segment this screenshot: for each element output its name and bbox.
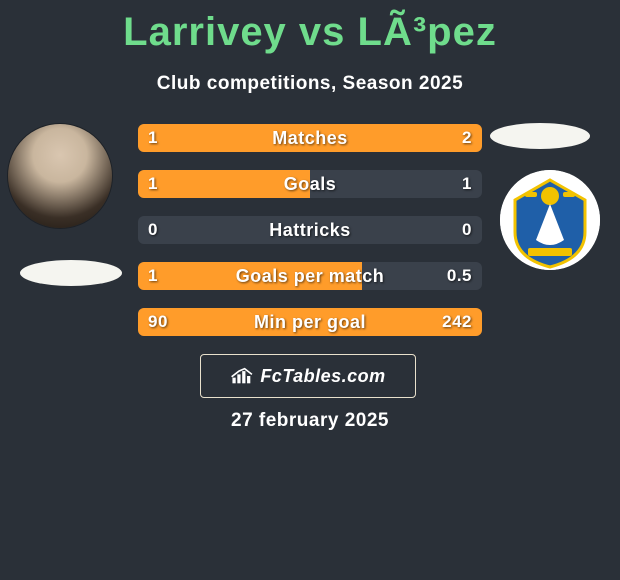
bar-label: Goals <box>138 170 482 198</box>
bar-goals-per-match: 1 Goals per match 0.5 <box>138 262 482 290</box>
page-title: Larrivey vs LÃ³pez <box>0 0 620 55</box>
brand-text: FcTables.com <box>260 366 385 387</box>
stats-bars: 1 Matches 2 1 Goals 1 0 Hattricks 0 1 Go… <box>138 124 482 354</box>
chart-icon <box>230 366 256 386</box>
player-left-flag <box>20 260 122 286</box>
bar-min-per-goal: 90 Min per goal 242 <box>138 308 482 336</box>
bar-goals: 1 Goals 1 <box>138 170 482 198</box>
bar-value-right: 242 <box>442 308 472 336</box>
player-right-club-badge <box>500 170 600 270</box>
brand-box: FcTables.com <box>200 354 416 398</box>
bar-label: Min per goal <box>138 308 482 336</box>
bar-value-right: 0.5 <box>447 262 472 290</box>
bar-label: Goals per match <box>138 262 482 290</box>
bar-label: Hattricks <box>138 216 482 244</box>
bar-value-right: 2 <box>462 124 472 152</box>
date-text: 27 february 2025 <box>0 410 620 432</box>
bar-value-right: 1 <box>462 170 472 198</box>
bar-matches: 1 Matches 2 <box>138 124 482 152</box>
player-left-avatar <box>8 124 112 228</box>
player-right-flag <box>490 123 590 149</box>
bar-hattricks: 0 Hattricks 0 <box>138 216 482 244</box>
page-subtitle: Club competitions, Season 2025 <box>0 73 620 95</box>
bar-label: Matches <box>138 124 482 152</box>
bar-value-right: 0 <box>462 216 472 244</box>
